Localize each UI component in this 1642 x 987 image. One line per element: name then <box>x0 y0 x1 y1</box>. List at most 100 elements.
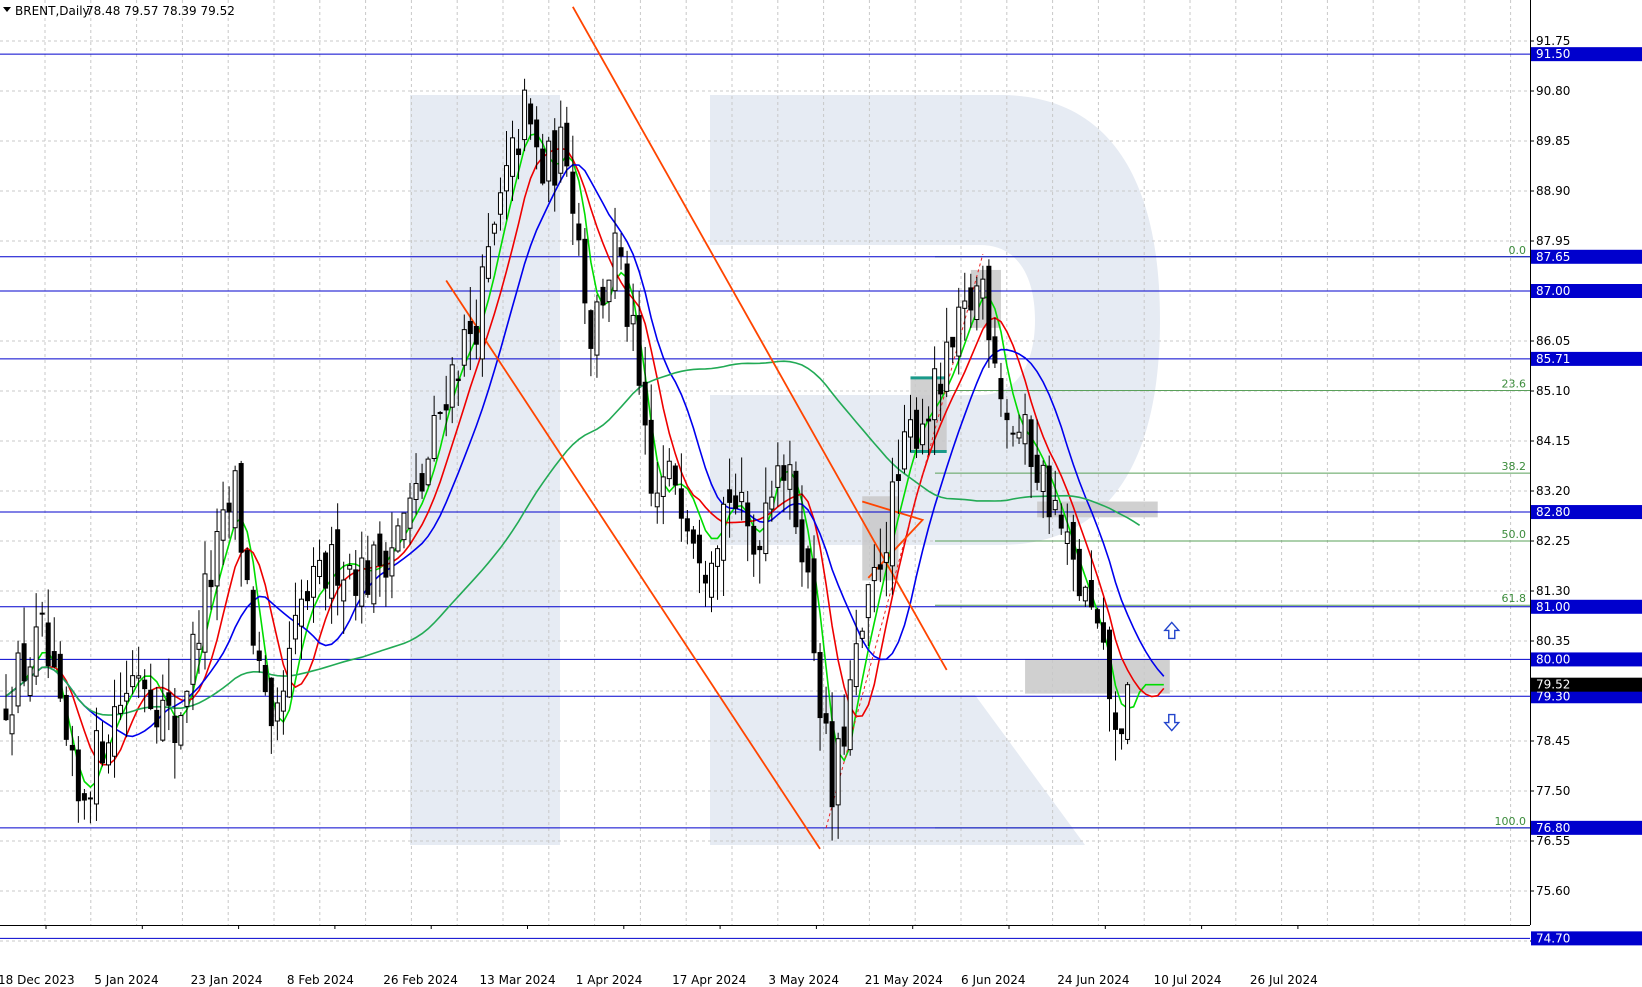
candle-body <box>721 503 727 561</box>
candle-body <box>618 247 624 257</box>
date-label: 6 Jun 2024 <box>961 973 1026 987</box>
candle-body <box>769 496 775 510</box>
candle-body <box>654 492 660 508</box>
candle-body <box>178 715 184 746</box>
candle-body <box>353 569 359 596</box>
candle-body <box>775 465 781 488</box>
date-label: 23 Jan 2024 <box>191 973 263 987</box>
candle-body <box>576 223 582 241</box>
candle-body <box>751 525 757 555</box>
candle-body <box>914 409 920 449</box>
candle-body <box>847 679 853 751</box>
chart-header[interactable]: BRENT,Daily 78.48 79.57 78.39 79.52 <box>3 4 235 18</box>
candle-body <box>727 489 733 503</box>
candle-body <box>208 579 214 588</box>
axis-tick-label: 81.30 <box>1536 584 1570 598</box>
candle-body <box>425 458 431 486</box>
candle-body <box>678 488 684 519</box>
date-label: 5 Jan 2024 <box>94 973 158 987</box>
candle-body <box>154 709 160 728</box>
candle-body <box>118 704 124 714</box>
candle-body <box>745 502 751 527</box>
candle-body <box>841 726 847 747</box>
date-label: 10 Jul 2024 <box>1154 973 1222 987</box>
candle-body <box>443 404 449 411</box>
current-price-badge-bg <box>1531 677 1642 692</box>
candle-body <box>980 278 986 299</box>
candle-body <box>341 579 347 602</box>
candle-body <box>938 383 944 395</box>
candle-body <box>564 122 570 167</box>
candle-body <box>763 502 769 555</box>
candle-body <box>588 310 594 349</box>
level-badge-bg <box>1531 599 1642 614</box>
candle-body <box>359 557 365 607</box>
candle-body <box>757 545 763 551</box>
candle-body <box>365 560 371 595</box>
date-label: 26 Feb 2024 <box>383 973 458 987</box>
candle-body <box>142 679 148 690</box>
candle-body <box>69 744 75 751</box>
current-price-badge: 79.52 <box>1536 678 1570 692</box>
candle-body <box>286 647 292 698</box>
candle-body <box>401 512 407 541</box>
candle-body <box>1022 414 1028 445</box>
candle-body <box>93 730 99 805</box>
fib-label: 38.2 <box>1502 460 1527 473</box>
candle-body <box>383 550 389 578</box>
candle-body <box>956 306 962 357</box>
candle-body <box>311 565 317 598</box>
fib-label: 23.6 <box>1502 377 1527 390</box>
level-badge-bg <box>1531 505 1642 520</box>
candle-body <box>124 692 130 702</box>
level-badge: 74.70 <box>1536 931 1570 945</box>
candle-body <box>932 368 938 421</box>
candle-body <box>594 301 600 356</box>
candle-body <box>347 565 353 570</box>
level-badge: 82.80 <box>1536 505 1570 519</box>
watermark-r-leg <box>710 695 1085 845</box>
candle-body <box>510 137 516 177</box>
candle-body <box>3 708 9 721</box>
candle-body <box>268 677 274 727</box>
symbol-label: BRENT,Daily <box>15 4 90 18</box>
candle-body <box>1058 514 1064 529</box>
candle-body <box>112 706 118 757</box>
candle-body <box>715 548 721 567</box>
candle-body <box>835 738 841 806</box>
candle-body <box>455 378 461 382</box>
consolidation-zone <box>1025 659 1170 694</box>
candle-body <box>323 552 329 589</box>
candle-body <box>793 470 799 528</box>
candle-body <box>244 550 250 581</box>
candle-body <box>407 497 413 529</box>
date-label: 17 Apr 2024 <box>672 973 746 987</box>
date-label: 13 Mar 2024 <box>480 973 556 987</box>
level-badge: 91.50 <box>1536 47 1570 61</box>
candle-body <box>817 652 823 719</box>
ma-long-line <box>5 360 1141 716</box>
candle-body <box>166 692 172 706</box>
candle-body <box>21 643 27 682</box>
candle-body <box>1094 609 1100 624</box>
candle-body <box>552 130 558 186</box>
watermark-bar <box>410 95 560 845</box>
candle-body <box>781 465 787 481</box>
level-badge-bg <box>1531 652 1642 667</box>
candle-body <box>739 491 745 503</box>
axis-tick-label: 89.85 <box>1536 134 1570 148</box>
candle-body <box>377 533 383 566</box>
axis-tick-label: 84.15 <box>1536 434 1570 448</box>
candle-body <box>805 548 811 573</box>
candle-body <box>1125 684 1131 740</box>
candle-body <box>389 547 395 577</box>
candle-body <box>196 642 202 650</box>
level-badge: 80.00 <box>1536 652 1570 666</box>
candle-body <box>889 481 895 567</box>
axis-tick-label: 85.10 <box>1536 384 1570 398</box>
candle-body <box>51 651 57 668</box>
candle-body <box>582 238 588 304</box>
dropdown-triangle-icon[interactable] <box>3 7 11 12</box>
candle-body <box>305 591 310 602</box>
